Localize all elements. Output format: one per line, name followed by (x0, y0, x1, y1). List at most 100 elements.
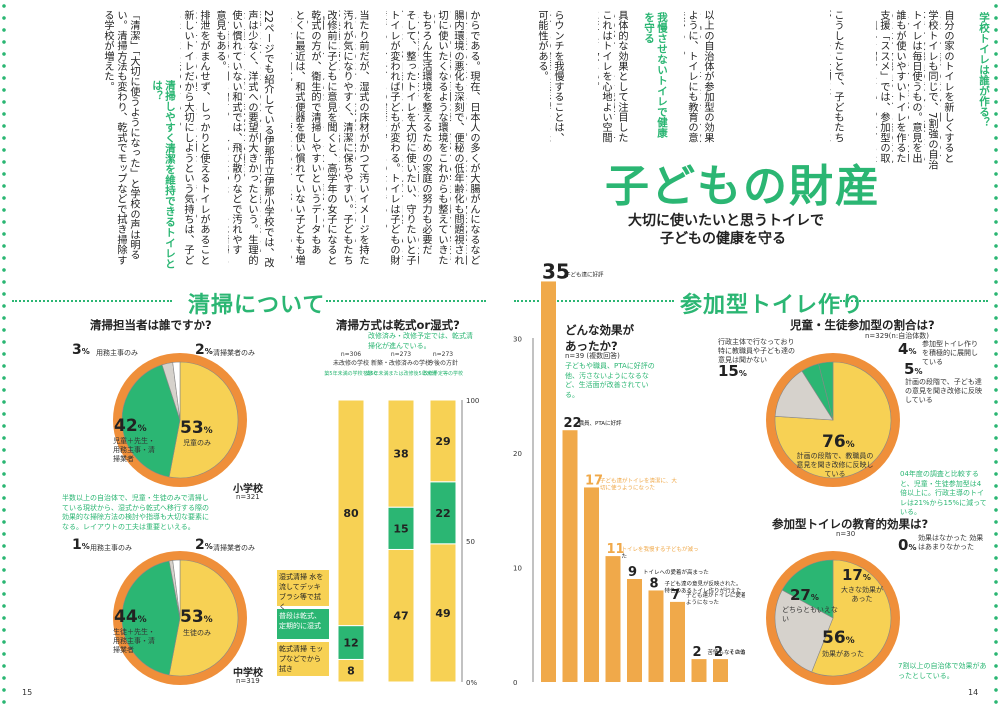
pie-label: 53% (180, 607, 213, 627)
tick-label: 20 (513, 450, 522, 458)
pie-label-name: 清掃業者のみ (213, 349, 255, 357)
tick-label: 0 (513, 679, 517, 687)
text-col: 誰もが使いやすいトイレを作るためには、教職員や子ども達の意見を聞き、プロの知識と… (894, 10, 905, 163)
bar-value: 2 (714, 645, 723, 660)
pie-junior-label: 中学校 (233, 668, 263, 679)
pie-slice (781, 559, 834, 619)
bar-category-cont: 切に使うようになった (600, 483, 655, 491)
pie-slice (818, 361, 834, 421)
pie-elementary (113, 353, 247, 487)
bar-value: 47 (393, 610, 408, 623)
right-section-title: 参加型トイレ作り (680, 293, 865, 318)
text-col: これはトイレを心地よい空間に変えて欲しい。 (600, 10, 611, 143)
pie-label-name: 生徒＋先生・用務主事・清掃業者 (113, 628, 155, 654)
pie-label-name: 大きな効果があった (841, 586, 883, 603)
bar-category: その他 (729, 648, 745, 656)
text-col: からである。現在、日本人の多くが大腸がんになるなど肉食に近い食事をしている。これ… (468, 10, 479, 265)
bar-category: トイレへの愛着が高まった (643, 568, 709, 576)
bar-segment (337, 399, 365, 627)
bar-category: 子ども達の意見が反映された。 (665, 579, 742, 587)
text-col: ように、トイレにも教育の意味がある。 (686, 10, 697, 143)
pie-slice (121, 560, 181, 676)
pie-elementary-label: 小学校 (233, 484, 263, 495)
bar-segment (429, 399, 457, 483)
pie-label-name: 計画の段階で、教職員の意見を聞き改修に反映している (796, 452, 874, 478)
text-col: 意見もある。 (214, 10, 225, 72)
pie-label-name: 用務主事のみ (90, 544, 132, 552)
pie-label: 44% (114, 607, 147, 627)
text-col: 22ページでも紹介している伊那市立伊那小学校では、改修時に子どもたちの意見を聞き… (262, 10, 273, 268)
legend-dry: 乾式清掃 モップなどでから拭き (277, 642, 329, 676)
section-divider (840, 300, 988, 302)
bar-value: 8 (650, 576, 659, 591)
main-title: 子どもの財産 (605, 161, 881, 212)
pie-education-title: 参加型トイレの教育的効果は? (772, 517, 929, 531)
bar-value: 35 (542, 259, 570, 283)
subtitle-line-1: 大切に使いたいと思うトイレで (628, 213, 824, 229)
bar-segment (429, 543, 457, 683)
text-col: トイレは毎日使うもの。意見を出し合うことで、愛着がわき、大切に使うようになる。 (910, 10, 921, 163)
bar-segment (387, 506, 415, 550)
bar-effects-title: どんな効果があったか? (565, 323, 634, 353)
bar-tag: 改修予定等の学校 (423, 370, 463, 377)
text-col: こうしたことで、子どもたちがトイレを大切にするようになる効果がある。 (832, 10, 843, 143)
bar-value: 80 (343, 507, 359, 520)
pie-participation-title: 児童・生徒参加型の割合は? (790, 318, 935, 332)
pie-slice (811, 559, 892, 677)
bar (541, 281, 556, 682)
section-divider (326, 300, 486, 302)
bar-n: n=306 (341, 351, 361, 358)
pie-label-name: 効果はなかった 効果はあまりなかった (918, 534, 984, 551)
pie-label: 56% (822, 628, 855, 648)
pie-cleaner-note: 半数以上の自治体で、児童・生徒のみで清掃している現状から、湿式から乾式へ移行する… (62, 494, 209, 531)
bar-segment (387, 548, 415, 683)
text-col: らウンチを我慢することは、子どもの健康に悪影響をもたらす (552, 10, 563, 143)
pie-junior-n: n=319 (236, 677, 260, 685)
bar-cleaning-title: 清掃方式は乾式or湿式? (336, 318, 460, 332)
subtitle-line-2: 子どもの健康を守る (660, 231, 786, 247)
heading-body: 「清潔」「大切に使うようになった」と学校の声は明るい。清掃方法も変わり、乾式でモ… (102, 10, 139, 265)
bar-effects-chart: 302010035子ども達に好評22職員、PTAに好評17子ども達がトイレを清潔… (513, 259, 745, 687)
pie-slice (774, 370, 834, 421)
pie-label-name: 清掃業者のみ (213, 544, 255, 552)
text-col: トイレが変われば子どもが変わる。トイレは子どもの財産であり、子どもの健康を守るも… (388, 10, 399, 265)
right-heading-1: 学校トイレは誰が作る？ (978, 12, 990, 128)
pie-participation-n: n=329(n:自治体数) (865, 332, 929, 340)
bar-n: n=273 (391, 351, 411, 358)
bar-value: 17 (585, 473, 603, 488)
pie-cleaner-title: 清掃担当者は誰ですか? (90, 318, 212, 332)
pie-slice (168, 361, 239, 479)
bar (562, 430, 578, 682)
text-col: 切に使いたくなるような環境をこれからも整えていきたい。 (436, 10, 447, 265)
bar (670, 601, 685, 682)
bar-category: 今後の方針 (428, 359, 458, 367)
pie-label-name: 児童のみ (183, 439, 211, 447)
text-col: 具体的な効果として注目したいのが、トイレを我慢する子どもが減ったことだ。 (616, 10, 627, 143)
pie-label: 27% (790, 586, 819, 604)
text-col: 乾式の方が、衛生的で清掃しやすいというデータもある。 (309, 10, 320, 255)
bar-cleaning-note: 改修済み・改修予定では、乾式清掃化が進んでいる。 (368, 332, 473, 350)
tick-label: 0% (466, 679, 477, 687)
pie-label: 76% (822, 432, 855, 452)
bar (627, 579, 642, 682)
bar-value: 2 (693, 645, 702, 660)
legend-mixed: 普段は乾式、定期的に湿式 (277, 609, 329, 639)
pie-participation (766, 353, 900, 487)
pie-participation-note: 04年度の調査と比較すると、児童・生徒参加型は4倍以上に。行政主導のトイレは21… (900, 470, 987, 516)
pie-label: 3% (72, 342, 90, 358)
bar (605, 556, 621, 682)
bar-value: 11 (607, 542, 625, 557)
left-dot-border (0, 0, 8, 709)
bar-cleaning-legend: 湿式清掃 水を流してデッキブラシ等で拭く 普段は乾式、定期的に湿式 乾式清掃 モ… (277, 570, 329, 676)
pie-slice (172, 559, 181, 619)
bar-value: 9 (628, 565, 637, 580)
text-col: 新しいトイレだから大切にしようという気持ちは、子どもたちにも伝わっている。 (182, 10, 193, 265)
bar (691, 659, 707, 682)
bar-value: 49 (435, 607, 450, 620)
left-section-title: 清掃について (188, 293, 326, 318)
pie-label: 42% (114, 416, 147, 436)
bar-value: 22 (435, 507, 450, 520)
pie-label-name: 効果があった (822, 650, 864, 658)
text-col: もちろん生活環境を整えるための家庭の努力も必要だし、家庭でも学校でも、トイレを大… (420, 10, 431, 255)
bar-value: 29 (435, 435, 450, 448)
